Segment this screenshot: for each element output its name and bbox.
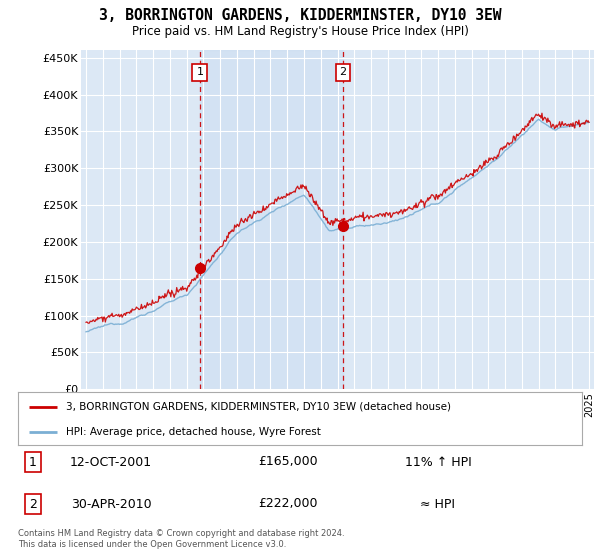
Text: Price paid vs. HM Land Registry's House Price Index (HPI): Price paid vs. HM Land Registry's House … <box>131 25 469 38</box>
Text: HPI: Average price, detached house, Wyre Forest: HPI: Average price, detached house, Wyre… <box>66 427 321 437</box>
Bar <box>200 50 343 389</box>
Text: Contains HM Land Registry data © Crown copyright and database right 2024.
This d: Contains HM Land Registry data © Crown c… <box>18 529 344 549</box>
Text: ≈ HPI: ≈ HPI <box>421 497 455 511</box>
Text: 2: 2 <box>29 497 37 511</box>
Text: £165,000: £165,000 <box>258 455 318 469</box>
Text: 3, BORRINGTON GARDENS, KIDDERMINSTER, DY10 3EW (detached house): 3, BORRINGTON GARDENS, KIDDERMINSTER, DY… <box>66 402 451 412</box>
Text: 30-APR-2010: 30-APR-2010 <box>71 497 151 511</box>
Text: 1: 1 <box>29 455 37 469</box>
Text: 1: 1 <box>196 68 203 77</box>
Text: 12-OCT-2001: 12-OCT-2001 <box>70 455 152 469</box>
Text: 11% ↑ HPI: 11% ↑ HPI <box>404 455 472 469</box>
Text: 2: 2 <box>340 68 347 77</box>
Text: 3, BORRINGTON GARDENS, KIDDERMINSTER, DY10 3EW: 3, BORRINGTON GARDENS, KIDDERMINSTER, DY… <box>99 8 501 24</box>
Text: £222,000: £222,000 <box>258 497 318 511</box>
